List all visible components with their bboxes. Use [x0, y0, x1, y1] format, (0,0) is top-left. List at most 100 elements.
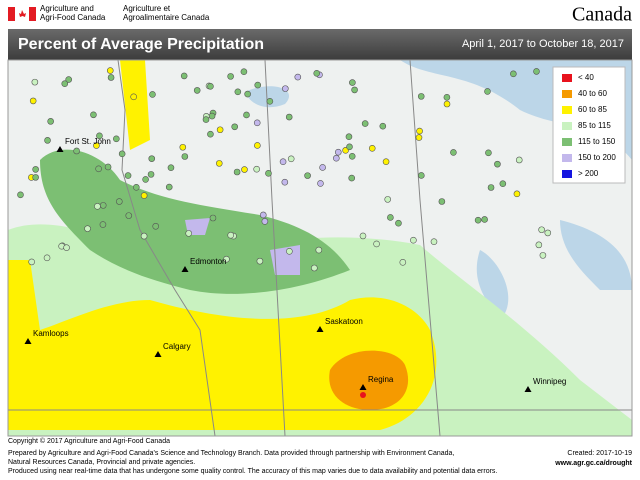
station: [384, 196, 392, 203]
station: [165, 183, 173, 191]
city-marker: [316, 326, 324, 332]
dept-fr: Agroalimentaire Canada: [123, 13, 210, 22]
station: [125, 212, 133, 219]
station: [95, 165, 102, 173]
legend-label: 85 to 115: [578, 121, 611, 130]
station: [481, 216, 488, 223]
station: [333, 154, 340, 162]
station: [334, 148, 342, 156]
station: [96, 132, 103, 140]
cities: Fort St. John Edmonton Kamloops Calgary Sask…: [24, 137, 566, 392]
station: [241, 166, 248, 173]
station: [348, 152, 356, 160]
station: [313, 70, 321, 77]
station: [243, 111, 250, 119]
station: [539, 252, 547, 259]
station: [253, 119, 261, 127]
station: [287, 155, 295, 163]
footer-line: Prepared by Agriculture and Agri-Food Ca…: [8, 450, 454, 457]
legend-label: > 200: [578, 169, 599, 178]
station: [346, 143, 353, 151]
legend-label: 150 to 200: [578, 153, 616, 162]
station: [494, 160, 501, 168]
station: [368, 144, 376, 152]
station: [106, 67, 114, 74]
station: [43, 254, 51, 262]
station: [227, 73, 234, 80]
station: [233, 168, 241, 176]
station: [373, 240, 380, 248]
map-title: Percent of Average Precipitation: [18, 36, 264, 53]
station: [94, 203, 101, 210]
footer-line: Natural Resources Canada, Provincial and…: [8, 459, 195, 466]
station: [285, 113, 293, 121]
city-label: Regina: [368, 375, 394, 384]
station: [209, 214, 217, 222]
station: [133, 183, 140, 191]
station: [265, 170, 272, 177]
legend-label: 40 to 60: [578, 89, 607, 98]
station: [140, 192, 148, 199]
station: [304, 172, 311, 179]
station: [44, 137, 51, 144]
legend-swatch: [562, 170, 572, 178]
legend-swatch: [562, 90, 572, 98]
station: [382, 158, 390, 165]
station: [418, 172, 425, 179]
city-marker: [24, 338, 32, 344]
station: [259, 211, 267, 219]
station: [28, 258, 35, 266]
station: [510, 70, 517, 78]
station: [443, 94, 451, 101]
station: [29, 97, 37, 105]
legend-label: < 40: [578, 73, 594, 82]
city-label: Calgary: [163, 342, 191, 351]
station: [231, 123, 239, 131]
legend-swatch: [562, 154, 572, 162]
dept-en: Agriculture and: [40, 4, 94, 13]
station: [116, 198, 123, 205]
station: [474, 216, 482, 224]
station: [286, 247, 293, 255]
dept-fr: Agriculture et: [123, 4, 171, 13]
station: [118, 150, 126, 158]
legend-swatch: [562, 74, 572, 82]
station: [73, 147, 80, 155]
station: [484, 88, 491, 95]
station: [32, 166, 39, 173]
station: [315, 246, 323, 254]
station: [319, 164, 326, 171]
station: [148, 155, 156, 162]
station: [359, 232, 367, 240]
station: [450, 149, 457, 156]
station: [90, 111, 97, 119]
station: [361, 120, 369, 127]
station: [515, 156, 523, 164]
station: [281, 178, 289, 186]
station: [65, 76, 73, 83]
station: [417, 93, 425, 100]
station: [142, 176, 149, 183]
station: [387, 214, 394, 221]
station: [240, 68, 248, 75]
station: [31, 78, 39, 86]
city-marker: [181, 266, 189, 272]
station: [207, 83, 214, 90]
station: [256, 257, 264, 265]
legend-label: 115 to 150: [578, 137, 616, 146]
dept-en: Agri-Food Canada: [40, 13, 106, 22]
station: [294, 73, 302, 81]
station: [130, 93, 137, 101]
city-marker: [524, 386, 532, 392]
date-range: April 1, 2017 to October 18, 2017: [462, 38, 624, 50]
station: [438, 198, 446, 205]
city-label: Fort St. John: [65, 137, 111, 146]
city-label: Winnipeg: [533, 377, 566, 386]
flag: [8, 7, 36, 21]
station: [253, 165, 260, 173]
station: [193, 87, 201, 94]
station: [254, 81, 262, 89]
city-marker: [359, 384, 367, 390]
